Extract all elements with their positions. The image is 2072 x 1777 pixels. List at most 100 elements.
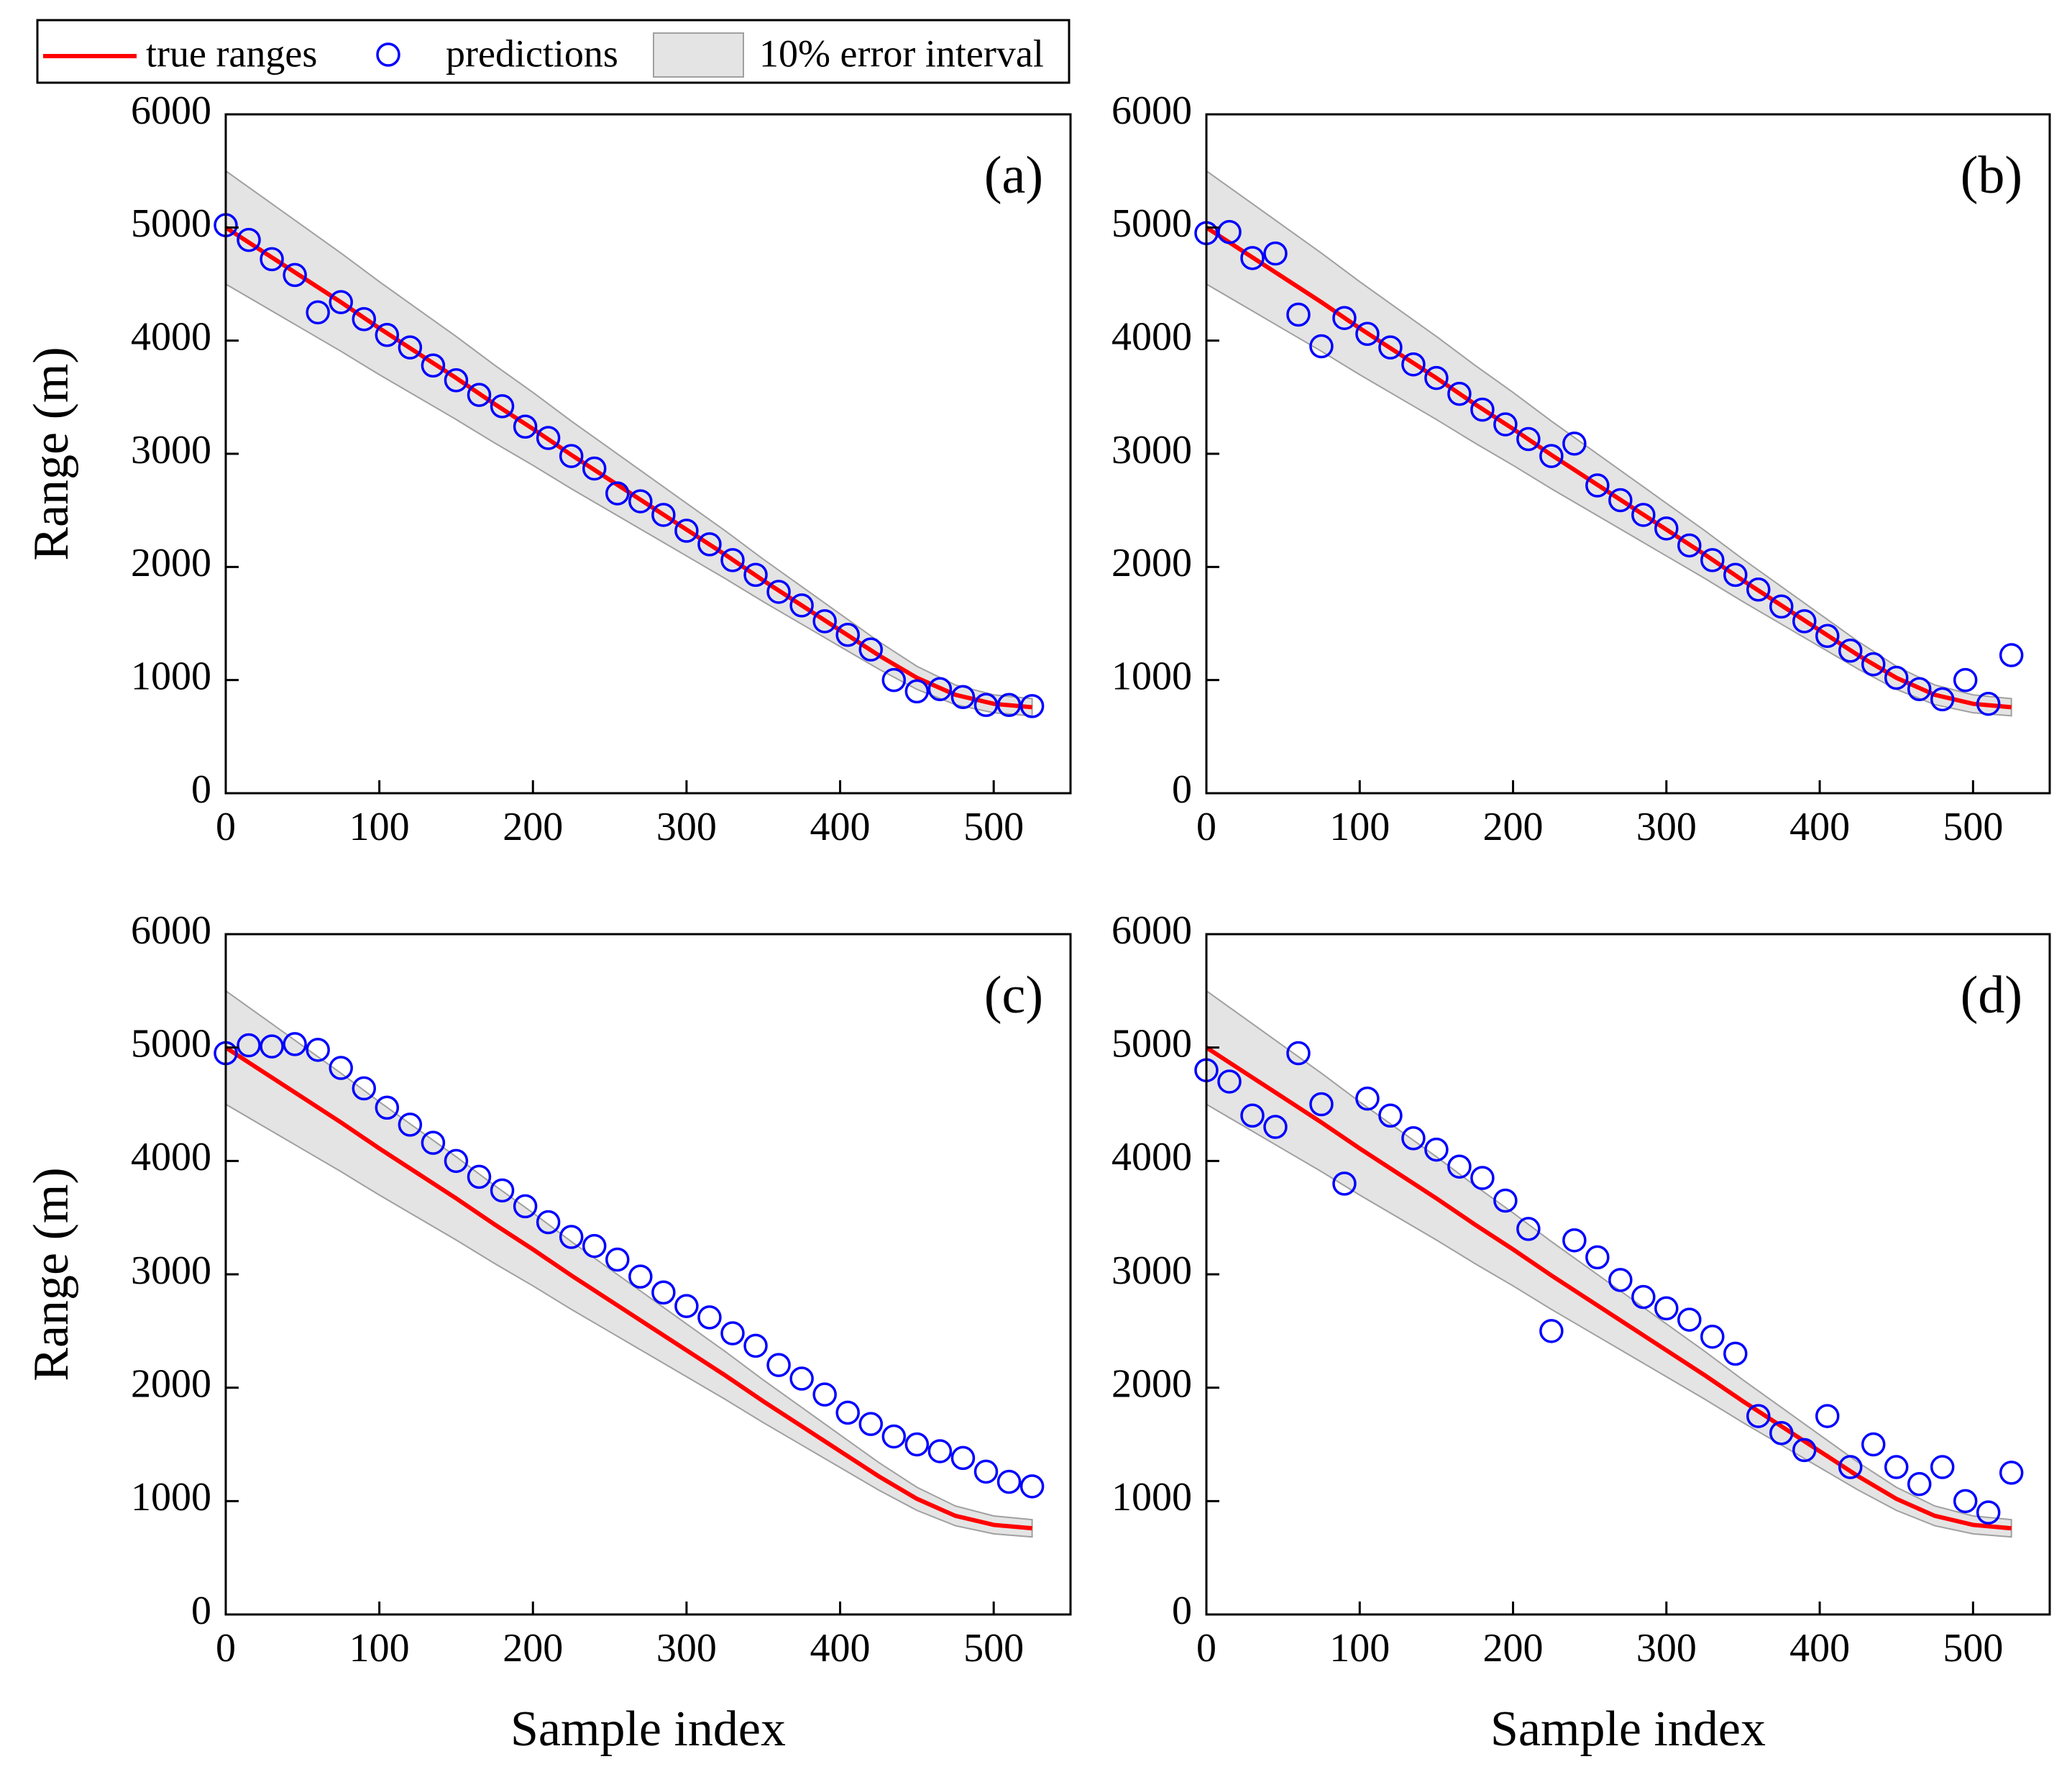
x-tick-label: 500: [963, 805, 1024, 849]
prediction-point: [1355, 1086, 1380, 1111]
legend-label: true ranges: [146, 32, 317, 75]
y-axis-label: Range (m): [24, 1167, 79, 1381]
x-tick-label: 500: [963, 1626, 1024, 1671]
prediction-point: [950, 1445, 976, 1471]
prediction-point: [1217, 219, 1242, 245]
prediction-point: [490, 1178, 515, 1203]
panel-label: (a): [984, 146, 1043, 205]
prediction-point: [398, 1113, 423, 1137]
panel-label: (b): [1961, 146, 2022, 205]
prediction-point: [1493, 1188, 1518, 1213]
prediction-point: [559, 1225, 584, 1249]
y-tick-label: 0: [1172, 1589, 1192, 1633]
prediction-point: [697, 1305, 722, 1330]
prediction-point: [812, 609, 837, 634]
error-band: [1206, 989, 2012, 1538]
prediction-point: [674, 519, 699, 543]
prediction-point: [927, 677, 953, 702]
prediction-point: [1792, 609, 1817, 634]
prediction-point: [881, 1424, 907, 1449]
prediction-point: [1470, 397, 1495, 422]
prediction-point: [1769, 594, 1794, 619]
prediction-point: [536, 1210, 561, 1235]
y-tick-label: 5000: [1111, 1022, 1192, 1066]
true-range-line: [1205, 1046, 2012, 1531]
panel: 0 100 200 300 400 500010002000300040005000600…: [24, 88, 1072, 849]
y-tick-label: 2000: [1111, 1362, 1192, 1407]
prediction-point: [1019, 694, 1045, 718]
prediction-point: [904, 679, 930, 704]
prediction-point: [1953, 667, 1978, 693]
error-band: [225, 989, 1033, 1538]
y-tick-label: 1000: [1111, 1475, 1192, 1520]
prediction-point: [927, 1439, 953, 1463]
prediction-point: [1447, 1154, 1472, 1179]
prediction-point: [1240, 246, 1265, 270]
prediction-point: [1930, 1455, 1955, 1479]
y-tick-label: 4000: [1111, 315, 1192, 360]
true-range-line: [224, 1046, 1032, 1531]
prediction-point: [1562, 1228, 1587, 1253]
prediction-point: [720, 548, 745, 572]
prediction-point: [1746, 1404, 1771, 1428]
x-tick-label: 100: [349, 1626, 410, 1671]
prediction-point: [444, 367, 469, 393]
prediction-point: [1815, 1404, 1840, 1428]
y-tick-label: 2000: [131, 541, 211, 585]
y-tick-label: 3000: [131, 1248, 211, 1293]
prediction-point: [743, 1333, 768, 1358]
x-tick-label: 0: [216, 1626, 236, 1671]
true-range-line: [1205, 225, 2012, 710]
prediction-point: [1493, 412, 1518, 437]
prediction-point: [973, 1459, 999, 1484]
prediction-point: [1608, 1268, 1633, 1292]
prediction-point: [1424, 365, 1449, 390]
y-tick-label: 6000: [131, 908, 211, 953]
prediction-point: [1654, 516, 1679, 541]
prediction-point: [904, 1432, 930, 1457]
prediction-point: [1263, 241, 1288, 266]
y-tick-label: 3000: [1111, 428, 1192, 472]
x-tick-label: 0: [1196, 1626, 1216, 1671]
prediction-point: [559, 444, 584, 468]
y-tick-label: 3000: [131, 428, 211, 472]
y-tick-label: 4000: [1111, 1135, 1192, 1179]
legend: true ranges predictions 10% error interval: [36, 19, 1071, 84]
prediction-point: [1999, 643, 2024, 667]
prediction-point: [697, 532, 722, 557]
prediction-point: [1332, 1171, 1357, 1196]
legend-marker: [376, 42, 400, 67]
prediction-point: [1792, 1438, 1817, 1463]
prediction-point: [1447, 381, 1472, 406]
x-tick-label: 400: [810, 805, 871, 849]
prediction-point: [812, 1382, 837, 1407]
legend-swatch: [653, 32, 744, 78]
prediction-point: [582, 456, 607, 481]
prediction-point: [1838, 1455, 1863, 1479]
prediction-point: [1631, 1284, 1656, 1310]
prediction-point: [1516, 426, 1541, 452]
prediction-point: [1723, 562, 1748, 588]
prediction-point: [858, 1412, 884, 1436]
prediction-point: [766, 1353, 791, 1377]
prediction-point: [306, 300, 330, 325]
prediction-point: [260, 1034, 284, 1059]
x-tick-label: 400: [1789, 805, 1850, 849]
prediction-point: [1700, 1324, 1725, 1349]
prediction-point: [1562, 431, 1587, 456]
prediction-point: [1953, 1489, 1978, 1514]
prediction-point: [1631, 503, 1656, 527]
prediction-point: [1309, 334, 1334, 359]
prediction-point: [1401, 1126, 1426, 1151]
prediction-point: [375, 1095, 400, 1120]
prediction-point: [996, 693, 1022, 718]
prediction-point: [352, 307, 377, 332]
prediction-point: [835, 622, 860, 647]
x-tick-label: 400: [1789, 1626, 1850, 1671]
prediction-point: [1884, 665, 1909, 690]
prediction-point: [628, 1264, 653, 1289]
y-axis-label: Range (m): [24, 347, 79, 560]
prediction-point: [1539, 1319, 1564, 1343]
panel: 0 100 200 300 400 500010002000300040005000600…: [24, 908, 1072, 1757]
prediction-point: [628, 489, 653, 513]
